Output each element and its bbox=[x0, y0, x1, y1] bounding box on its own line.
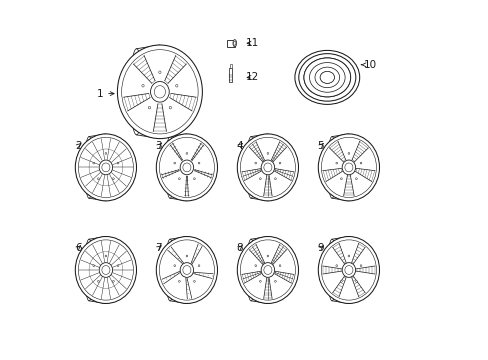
Text: 6: 6 bbox=[75, 243, 81, 253]
Text: 9: 9 bbox=[317, 243, 324, 253]
Bar bbox=[229, 68, 232, 81]
Ellipse shape bbox=[112, 178, 114, 180]
Ellipse shape bbox=[318, 134, 379, 201]
Ellipse shape bbox=[75, 237, 136, 303]
Ellipse shape bbox=[185, 153, 187, 154]
Ellipse shape bbox=[99, 263, 112, 277]
Bar bbox=[229, 64, 231, 68]
Ellipse shape bbox=[180, 263, 193, 277]
Ellipse shape bbox=[261, 263, 274, 277]
Ellipse shape bbox=[340, 178, 342, 180]
Ellipse shape bbox=[340, 280, 342, 282]
Ellipse shape bbox=[148, 106, 150, 109]
Text: 4: 4 bbox=[236, 141, 243, 151]
Text: 11: 11 bbox=[245, 38, 259, 48]
Ellipse shape bbox=[105, 153, 106, 154]
Ellipse shape bbox=[335, 162, 337, 164]
Ellipse shape bbox=[178, 280, 180, 282]
Ellipse shape bbox=[335, 265, 337, 267]
Ellipse shape bbox=[198, 162, 200, 164]
Ellipse shape bbox=[342, 263, 355, 277]
Ellipse shape bbox=[193, 178, 195, 180]
Ellipse shape bbox=[75, 134, 136, 201]
Bar bbox=[226, 40, 234, 47]
Ellipse shape bbox=[232, 40, 236, 47]
Ellipse shape bbox=[360, 265, 361, 267]
Ellipse shape bbox=[342, 160, 355, 175]
Ellipse shape bbox=[117, 45, 202, 139]
Ellipse shape bbox=[112, 280, 114, 282]
Text: 5: 5 bbox=[317, 141, 324, 151]
Ellipse shape bbox=[304, 58, 350, 97]
Text: 3: 3 bbox=[155, 141, 162, 151]
Ellipse shape bbox=[320, 71, 334, 83]
Text: 2: 2 bbox=[75, 141, 81, 151]
Ellipse shape bbox=[150, 81, 169, 102]
Ellipse shape bbox=[259, 178, 261, 180]
Ellipse shape bbox=[193, 280, 195, 282]
Ellipse shape bbox=[174, 162, 175, 164]
Ellipse shape bbox=[97, 280, 99, 282]
Ellipse shape bbox=[169, 106, 171, 109]
Ellipse shape bbox=[174, 265, 175, 267]
Ellipse shape bbox=[237, 237, 298, 303]
Ellipse shape bbox=[175, 85, 178, 87]
Ellipse shape bbox=[355, 178, 357, 180]
Ellipse shape bbox=[156, 237, 217, 303]
Ellipse shape bbox=[279, 265, 280, 267]
Text: 12: 12 bbox=[245, 72, 259, 82]
Ellipse shape bbox=[347, 153, 349, 154]
Ellipse shape bbox=[180, 160, 193, 175]
Ellipse shape bbox=[360, 162, 361, 164]
Ellipse shape bbox=[142, 85, 144, 87]
Ellipse shape bbox=[198, 265, 200, 267]
Ellipse shape bbox=[93, 162, 94, 164]
Ellipse shape bbox=[105, 255, 106, 257]
Ellipse shape bbox=[237, 134, 298, 201]
Text: 10: 10 bbox=[361, 60, 376, 70]
Ellipse shape bbox=[274, 178, 276, 180]
Text: 8: 8 bbox=[236, 243, 243, 253]
Ellipse shape bbox=[266, 153, 268, 154]
Ellipse shape bbox=[355, 280, 357, 282]
Ellipse shape bbox=[185, 255, 187, 257]
Ellipse shape bbox=[347, 255, 349, 257]
Ellipse shape bbox=[274, 280, 276, 282]
Text: 1: 1 bbox=[96, 89, 114, 99]
Ellipse shape bbox=[259, 280, 261, 282]
Ellipse shape bbox=[156, 134, 217, 201]
Ellipse shape bbox=[159, 71, 161, 73]
Ellipse shape bbox=[266, 255, 268, 257]
Ellipse shape bbox=[254, 162, 256, 164]
Ellipse shape bbox=[99, 160, 112, 175]
Ellipse shape bbox=[254, 265, 256, 267]
Ellipse shape bbox=[117, 265, 119, 267]
Ellipse shape bbox=[97, 178, 99, 180]
Ellipse shape bbox=[279, 162, 280, 164]
Ellipse shape bbox=[93, 265, 94, 267]
Text: 7: 7 bbox=[155, 243, 162, 253]
Ellipse shape bbox=[178, 178, 180, 180]
Ellipse shape bbox=[261, 160, 274, 175]
Ellipse shape bbox=[318, 237, 379, 303]
Ellipse shape bbox=[117, 162, 119, 164]
